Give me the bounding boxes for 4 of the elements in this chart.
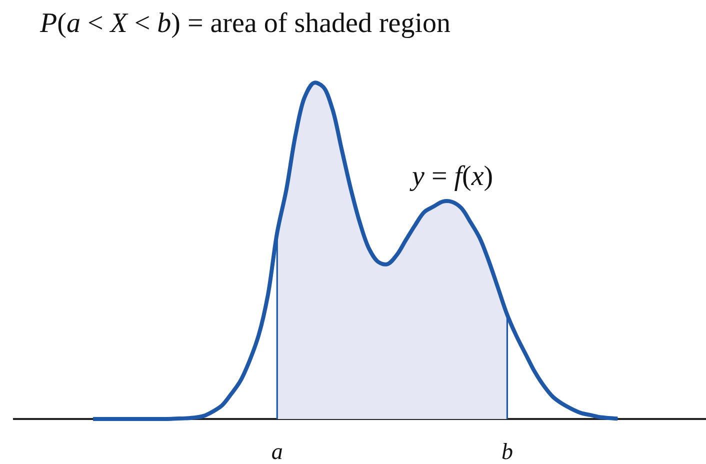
series-label: y = f(x) bbox=[409, 161, 494, 192]
x-tick-label: b bbox=[501, 439, 513, 464]
chart-title: P(a < X < b) = area of shaded region bbox=[39, 8, 450, 39]
x-tick-label: a bbox=[271, 439, 283, 464]
